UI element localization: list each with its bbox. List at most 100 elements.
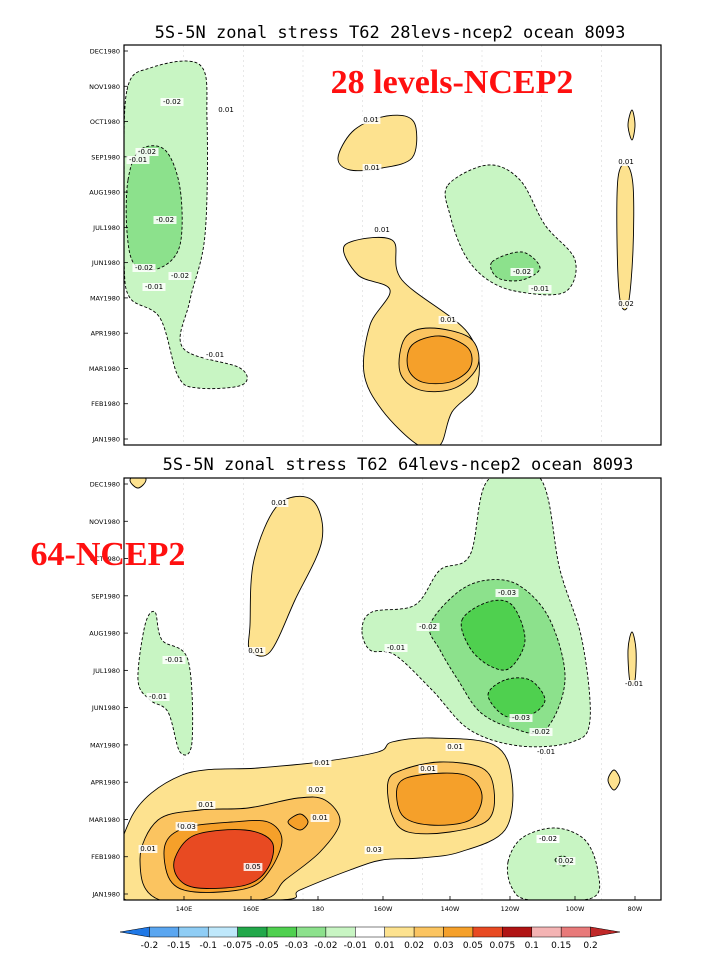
- colorbar-label: 0.05: [463, 941, 483, 951]
- colorbar-label: 0.2: [583, 941, 597, 951]
- contour-label: 0.01: [312, 814, 328, 822]
- contour-label-bg: [162, 656, 186, 664]
- contour-label-bg: [132, 264, 156, 272]
- contour-region: [506, 827, 601, 900]
- x-tick-label: 100W: [566, 905, 585, 913]
- contour-label: -0.02: [156, 216, 174, 224]
- contour-label: -0.02: [513, 268, 531, 276]
- contour-label-bg: [142, 283, 166, 291]
- contour-label-bg: [310, 814, 330, 822]
- colorbar-swatch: [355, 926, 385, 938]
- x-tick-label: 120W: [501, 905, 520, 913]
- y-tick-label: APR1980: [91, 330, 120, 338]
- contour-label: 0.01: [271, 499, 287, 507]
- y-tick-label: SEP1980: [91, 592, 120, 600]
- contour-label-bg: [372, 226, 392, 234]
- y-tick-label: NOV1980: [89, 83, 120, 91]
- contour-label: -0.01: [145, 283, 163, 291]
- colorbar-swatch: [443, 926, 474, 938]
- contour-region: [607, 769, 621, 791]
- y-tick-label: DEC1980: [90, 481, 120, 489]
- colorbar-label: 0.02: [404, 941, 424, 951]
- contour-label-bg: [160, 98, 184, 106]
- contour-label-bg: [361, 116, 381, 124]
- contour-region: [125, 145, 183, 271]
- contour-label-bg: [509, 714, 533, 722]
- contour-label: 0.01: [374, 226, 390, 234]
- contour-label-bg: [146, 693, 170, 701]
- contour-label-bg: [528, 285, 552, 293]
- contour-label-bg: [622, 680, 646, 688]
- x-tick-label: 180: [312, 905, 324, 913]
- contour-label: 0.01: [218, 106, 234, 114]
- contour-label-bg: [534, 748, 558, 756]
- contour-label-bg: [196, 801, 216, 809]
- colorbar-label: -0.075: [223, 941, 252, 951]
- y-tick-label: JUN1980: [91, 259, 120, 267]
- contour-label: 0.03: [180, 823, 196, 831]
- contour-label: -0.01: [387, 644, 405, 652]
- contour-label-bg: [616, 158, 636, 166]
- y-tick-label: OCT1980: [90, 555, 120, 563]
- colorbar-swatch: [266, 926, 297, 938]
- contour-label: 0.01: [363, 116, 379, 124]
- colorbar-swatch: [590, 926, 621, 938]
- y-tick-label: FEB1980: [91, 400, 120, 408]
- contour-label: -0.01: [149, 693, 167, 701]
- panel-1-border: [123, 44, 662, 446]
- contour-label: -0.02: [138, 148, 156, 156]
- panel-2-contour-labels: 0.01-0.03-0.02-0.01-0.01-0.01-0.03-0.02-…: [138, 499, 646, 871]
- contour-label-bg: [364, 846, 384, 854]
- contour-label-bg: [126, 156, 150, 164]
- colorbar-swatch: [413, 926, 444, 938]
- x-tick-label: 140W: [441, 905, 460, 913]
- colorbar-label: 0.1: [525, 941, 539, 951]
- colorbar-swatch: [560, 926, 591, 938]
- panel-2-contours: [124, 478, 637, 900]
- contour-label-bg: [616, 300, 636, 308]
- contour-region: [406, 335, 473, 385]
- contour-label: -0.02: [163, 98, 181, 106]
- contour-label-bg: [384, 644, 408, 652]
- contour-region: [396, 772, 483, 826]
- contour-region: [444, 164, 577, 296]
- panel-2-annotation: 64-NCEP2: [31, 536, 186, 573]
- contour-label: 0.01: [440, 316, 456, 324]
- contour-label: 0.01: [618, 158, 634, 166]
- colorbar-swatch: [149, 926, 180, 938]
- contour-label-bg: [362, 164, 382, 172]
- contour-label-bg: [445, 743, 465, 751]
- contour-region: [627, 631, 637, 686]
- contour-label: 0.03: [366, 846, 382, 854]
- contour-region: [337, 114, 418, 172]
- panel-2-border: [123, 477, 662, 901]
- colorbar-swatch: [531, 926, 562, 938]
- y-tick-label: AUG1980: [89, 630, 120, 638]
- colorbar-swatch: [178, 926, 209, 938]
- contour-label-bg: [312, 759, 332, 767]
- y-tick-label: AUG1980: [89, 189, 120, 197]
- contour-label: -0.02: [539, 835, 557, 843]
- y-tick-label: JAN1980: [91, 891, 120, 899]
- y-tick-label: JUL1980: [92, 224, 120, 232]
- y-tick-label: DEC1980: [90, 48, 120, 56]
- contour-label-bg: [269, 499, 289, 507]
- colorbar-swatch: [237, 926, 268, 938]
- y-tick-label: APR1980: [91, 779, 120, 787]
- panel-2-title: 5S-5N zonal stress T62 64levs-ncep2 ocea…: [163, 455, 634, 475]
- panel-1-title: 5S-5N zonal stress T62 28levs-ncep2 ocea…: [155, 23, 626, 43]
- x-tick-label: 140E: [176, 905, 193, 913]
- contour-label-bg: [306, 786, 326, 794]
- y-tick-label: OCT1980: [90, 118, 120, 126]
- contour-label: 0.01: [248, 647, 264, 655]
- contour-region: [460, 599, 526, 671]
- colorbar-swatch: [384, 926, 415, 938]
- y-tick-label: JUL1980: [92, 667, 120, 675]
- panel-28-levels: DEC1980 NOV1980 OCT1980 SEP1980 AUG1980 JUL19…: [89, 23, 662, 446]
- contour-label-bg: [495, 589, 519, 597]
- y-tick-label: MAY1980: [90, 741, 120, 749]
- contour-label: -0.01: [129, 156, 147, 164]
- colorbar-swatch: [119, 926, 150, 938]
- x-tick-label: 160W: [374, 905, 393, 913]
- colorbar-label: -0.2: [141, 941, 159, 951]
